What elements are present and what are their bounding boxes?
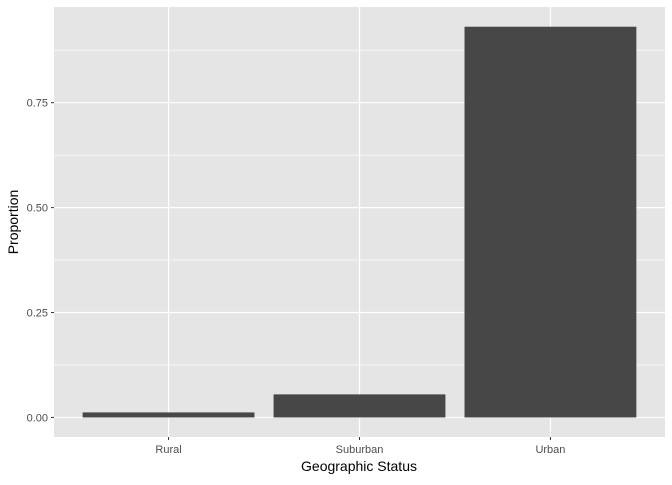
x-tick-label: Suburban <box>336 444 384 456</box>
y-axis-label: Proportion <box>5 190 21 255</box>
x-tick-label: Urban <box>535 444 565 456</box>
bar-urban <box>464 26 637 418</box>
x-axis-label: Geographic Status <box>301 458 417 474</box>
x-tick-label: Rural <box>155 444 181 456</box>
bars <box>82 26 637 418</box>
y-tick-label: 0.50 <box>27 203 48 215</box>
bar-suburban <box>273 394 446 418</box>
y-axis: 0.00 0.25 0.50 0.75 <box>27 98 54 424</box>
y-tick-label: 0.25 <box>27 308 48 320</box>
y-tick-label: 0.75 <box>27 98 48 110</box>
x-axis: Rural Suburban Urban <box>155 437 565 456</box>
bar-rural <box>82 412 255 418</box>
y-tick-label: 0.00 <box>27 412 48 424</box>
